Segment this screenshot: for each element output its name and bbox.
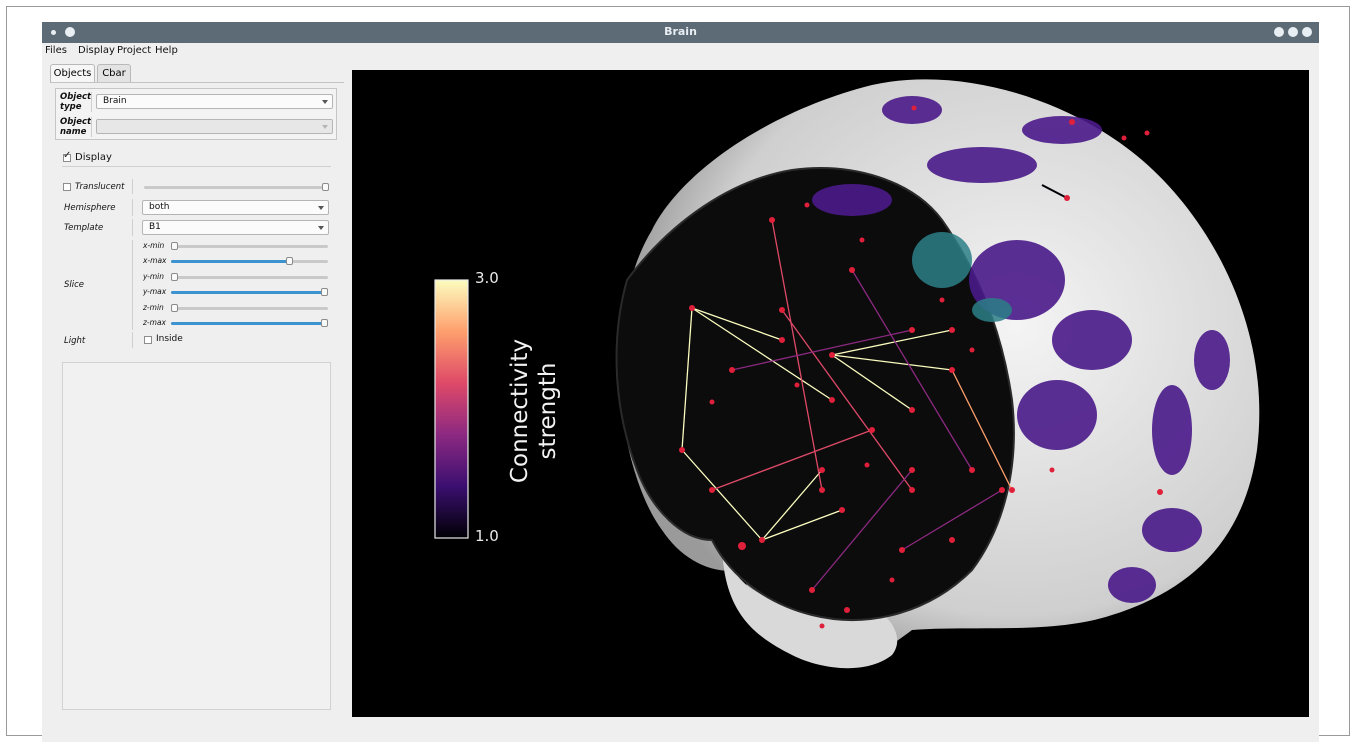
y-max-label: y-max <box>143 287 166 296</box>
x-min-label: x-min <box>143 241 164 250</box>
app-window: Brain Files Display Project Help Objects… <box>42 22 1319 742</box>
object-name-label: Object name <box>60 117 91 137</box>
hemisphere-divider <box>132 199 133 216</box>
object-type-divider <box>91 92 92 112</box>
tab-divider <box>50 82 344 83</box>
minimize-icon[interactable] <box>1274 27 1284 37</box>
template-divider <box>132 219 133 236</box>
close-icon[interactable] <box>1302 27 1312 37</box>
object-type-label: Object type <box>60 92 91 112</box>
colorbar-title-line1: Connectivity <box>506 321 534 501</box>
object-panel: Object type Brain Object name <box>55 88 337 140</box>
brain-render[interactable] <box>352 70 1309 717</box>
light-divider <box>132 332 133 348</box>
object-type-value: Brain <box>103 96 127 106</box>
template-value: B1 <box>149 222 161 232</box>
x-min-slider-handle[interactable] <box>171 242 178 250</box>
display-label: Display <box>75 152 112 163</box>
y-min-label: y-min <box>143 272 164 281</box>
3d-viewport[interactable]: 3.0 1.0 Connectivity strength <box>352 70 1309 717</box>
display-divider <box>62 166 331 167</box>
slice-divider <box>132 240 133 330</box>
chevron-down-icon <box>322 100 328 104</box>
x-max-slider-handle[interactable] <box>286 257 293 265</box>
y-min-slider-handle[interactable] <box>171 273 178 281</box>
z-min-slider-handle[interactable] <box>171 304 178 312</box>
template-select[interactable]: B1 <box>142 220 329 235</box>
colorbar-max-label: 3.0 <box>475 269 499 287</box>
inside-label: Inside <box>156 334 183 344</box>
translucent-slider-handle[interactable] <box>322 183 329 191</box>
tab-objects[interactable]: Objects <box>50 64 95 83</box>
translucent-label: Translucent <box>75 182 124 192</box>
menu-help[interactable]: Help <box>155 45 178 56</box>
y-min-slider[interactable] <box>171 276 328 279</box>
translucent-slider[interactable] <box>144 186 328 189</box>
z-max-label: z-max <box>143 318 166 327</box>
colorbar-title-line2: strength <box>534 321 562 501</box>
z-max-slider-handle[interactable] <box>321 319 328 327</box>
z-max-slider[interactable] <box>171 322 328 325</box>
tab-cbar[interactable]: Cbar <box>97 64 131 82</box>
slice-label: Slice <box>64 280 84 290</box>
colorbar-gradient <box>435 280 468 538</box>
hemisphere-select[interactable]: both <box>142 200 329 215</box>
menu-files[interactable]: Files <box>45 45 67 56</box>
object-name-divider <box>91 117 92 137</box>
translucent-divider <box>132 179 133 194</box>
chevron-down-icon <box>322 125 328 129</box>
colorbar-min-label: 1.0 <box>475 527 499 545</box>
object-type-select[interactable]: Brain <box>96 94 333 109</box>
x-max-slider[interactable] <box>171 260 328 263</box>
object-name-select[interactable] <box>96 119 333 134</box>
y-max-slider-handle[interactable] <box>321 288 328 296</box>
z-max-fill <box>171 322 328 325</box>
colorbar-title: Connectivity strength <box>506 321 562 501</box>
x-max-fill <box>171 260 289 263</box>
y-max-slider[interactable] <box>171 291 328 294</box>
empty-properties-area <box>62 362 331 710</box>
inside-checkbox[interactable] <box>144 336 152 344</box>
menu-display[interactable]: Display <box>78 45 115 56</box>
chevron-down-icon <box>318 206 324 210</box>
menubar: Files Display Project Help <box>42 43 1319 59</box>
x-max-label: x-max <box>143 256 167 265</box>
chevron-down-icon <box>318 226 324 230</box>
translucent-checkbox[interactable] <box>63 183 71 191</box>
light-label: Light <box>64 336 85 346</box>
window-title: Brain <box>42 25 1319 38</box>
z-min-slider[interactable] <box>171 307 328 310</box>
display-checkbox[interactable] <box>63 154 71 162</box>
x-min-slider[interactable] <box>171 245 328 248</box>
titlebar[interactable]: Brain <box>42 22 1319 43</box>
hemisphere-value: both <box>149 202 169 212</box>
template-label: Template <box>64 223 103 233</box>
menu-project[interactable]: Project <box>117 45 151 56</box>
maximize-icon[interactable] <box>1288 27 1298 37</box>
z-min-label: z-min <box>143 303 164 312</box>
hemisphere-label: Hemisphere <box>64 203 115 213</box>
y-max-fill <box>171 291 328 294</box>
